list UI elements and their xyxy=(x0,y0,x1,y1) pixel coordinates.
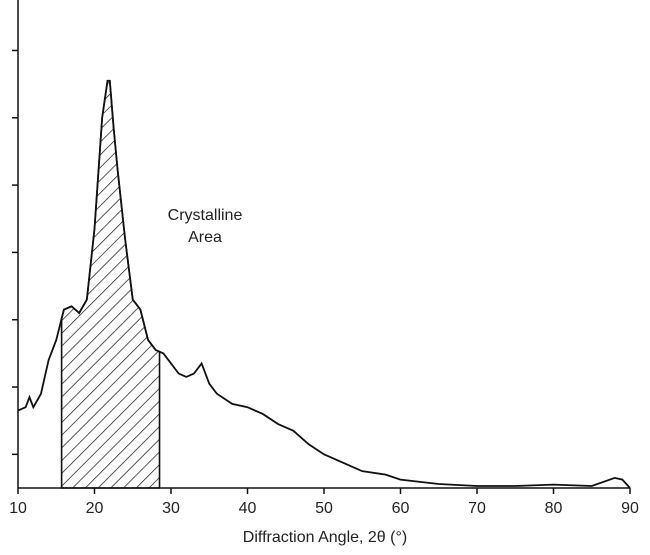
annotation: Area xyxy=(188,229,222,246)
annotation: Crystalline xyxy=(168,207,243,224)
x-axis-label: Diffraction Angle, 2θ (°) xyxy=(243,529,407,546)
x-tick-label: 30 xyxy=(162,500,180,517)
x-tick-label: 90 xyxy=(621,500,639,517)
x-tick-label: 20 xyxy=(86,500,104,517)
crystalline-area xyxy=(60,79,161,489)
x-tick-label: 80 xyxy=(545,500,563,517)
x-tick-label: 50 xyxy=(315,500,333,517)
x-tick-label: 70 xyxy=(468,500,486,517)
x-tick-label: 10 xyxy=(9,500,27,517)
x-tick-label: 60 xyxy=(392,500,410,517)
diffraction-curve xyxy=(17,79,631,489)
x-tick-label: 40 xyxy=(239,500,257,517)
